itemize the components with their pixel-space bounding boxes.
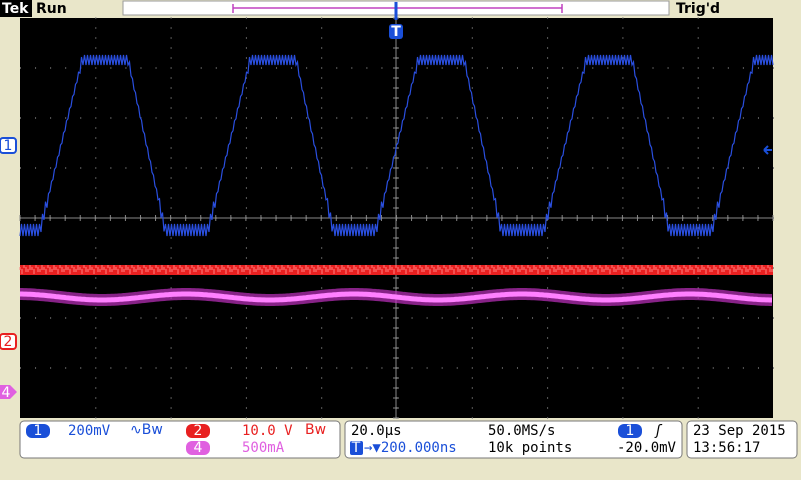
date: 23 Sep 2015	[693, 423, 786, 439]
ch4-panel-badge	[186, 441, 210, 455]
horizontal-panel	[344, 420, 683, 459]
waveforms	[19, 54, 774, 306]
delay-marker-box	[350, 441, 363, 455]
trigger-level: -20.0mV	[617, 440, 677, 456]
timebase: 20.0µs	[351, 423, 402, 439]
ch1-bw: ∿Bw	[130, 422, 163, 438]
ch4-waveform	[20, 291, 772, 303]
ch1-scale: 200mV	[68, 423, 111, 439]
record-length: 10k points	[488, 440, 572, 456]
run-state: Run	[36, 1, 67, 17]
vertical-panel	[19, 420, 341, 459]
trigger-state: Trig'd	[676, 1, 720, 17]
ch1-number: 1	[4, 138, 13, 154]
ch2-scale: 10.0 V	[242, 423, 293, 439]
delay: →▼200.000ns	[364, 440, 457, 456]
ch2-number: 2	[4, 334, 13, 350]
ch4-badge	[0, 385, 17, 399]
trigger-marker-box	[389, 24, 403, 39]
ch2-label: BOOST	[23, 334, 72, 350]
ch1-badge	[0, 137, 17, 154]
datetime-panel	[686, 420, 798, 459]
ch4-scale: 500mA	[242, 440, 285, 456]
ch4-label: Io	[23, 385, 36, 401]
ch1-panel-badge	[26, 424, 50, 438]
ch2-bw: Bw	[305, 422, 326, 438]
trigger-marker: T	[391, 24, 401, 40]
grid	[19, 17, 774, 419]
delay-marker: T	[351, 440, 361, 456]
brand-box	[0, 0, 32, 17]
trigger-source: 1	[626, 423, 635, 439]
trigger-level-marker	[763, 145, 772, 155]
ch2-noise	[19, 265, 773, 274]
ch2-waveform	[20, 265, 773, 275]
time: 13:56:17	[693, 440, 760, 456]
ch2-panel-badge	[186, 424, 210, 438]
sample-rate: 50.0MS/s	[488, 423, 555, 439]
ch2-panel-number: 2	[194, 423, 203, 439]
ch4-number: 4	[2, 385, 11, 401]
ch1-label: VLNB	[23, 138, 60, 154]
ch1-waveform	[19, 54, 774, 237]
brand: Tek	[2, 1, 29, 17]
ch1-panel-number: 1	[34, 423, 43, 439]
trigger-source-badge	[618, 424, 642, 438]
ch2-badge	[0, 333, 17, 350]
ch4-panel-number: 4	[194, 440, 203, 456]
trigger-slope: ʃ	[654, 423, 663, 439]
